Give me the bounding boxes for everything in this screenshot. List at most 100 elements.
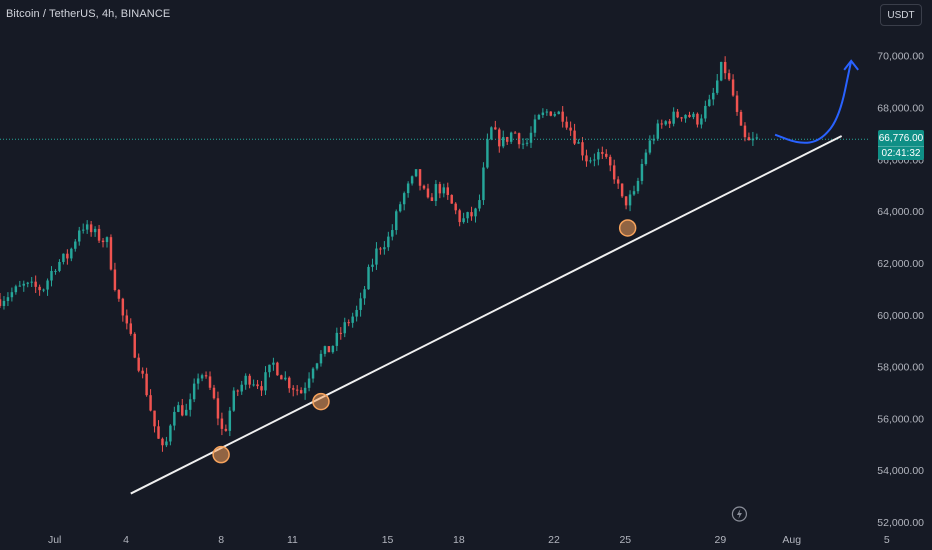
candle-body	[22, 283, 26, 286]
candle-body	[454, 203, 457, 211]
candle-body	[379, 248, 382, 250]
candle-body	[212, 387, 216, 399]
candle-body	[462, 218, 465, 223]
candle-body	[549, 111, 553, 116]
candle-body	[260, 386, 263, 391]
candle-body	[113, 269, 117, 291]
candle-body	[664, 121, 667, 125]
candle-body	[731, 79, 735, 96]
candle-body	[157, 426, 160, 439]
candle-body	[196, 378, 200, 384]
time-tick-label: 25	[619, 534, 631, 546]
lightning-icon	[731, 506, 748, 522]
candle-body	[541, 112, 545, 115]
candle-body	[236, 390, 239, 392]
time-tick-label: 8	[218, 534, 224, 546]
candle-body	[343, 322, 346, 334]
candle-body	[426, 188, 430, 198]
candle-body	[192, 383, 196, 400]
price-tick-label: 62,000.00	[877, 258, 924, 270]
candle-body	[363, 289, 366, 299]
candle-body	[684, 114, 687, 119]
candle-body	[414, 169, 418, 177]
candle-body	[668, 121, 671, 124]
time-axis[interactable]: Jul 4 8 11 15 18 22 25 29 Aug 5	[48, 534, 890, 546]
candle-body	[272, 362, 275, 365]
candle-body	[708, 99, 711, 106]
candle-body	[387, 236, 390, 248]
candle-body	[292, 388, 295, 390]
candle-body	[367, 266, 370, 290]
candle-body	[446, 187, 450, 195]
candle-body	[545, 111, 549, 113]
candle-body	[169, 425, 172, 442]
candle-body	[636, 180, 640, 192]
candle-body	[299, 390, 303, 394]
candle-body	[141, 370, 144, 374]
time-tick-label: 22	[548, 534, 560, 546]
candle-body	[612, 165, 616, 180]
candle-body	[0, 299, 2, 306]
candle-body	[723, 61, 727, 74]
candle-body	[418, 169, 422, 186]
candle-body	[565, 121, 568, 128]
candle-body	[601, 152, 604, 154]
price-tick-label: 54,000.00	[877, 465, 924, 477]
candle-body	[105, 237, 109, 243]
candle-body	[402, 193, 406, 205]
candle-body	[517, 133, 521, 145]
candle-body	[204, 375, 208, 377]
candle-body	[688, 114, 691, 118]
price-axis[interactable]: 70,000.0068,000.0066,000.0064,000.0062,0…	[877, 51, 924, 529]
candle-body	[228, 410, 232, 431]
candle-body	[70, 248, 73, 259]
candle-body	[240, 384, 243, 392]
price-tick-label: 56,000.00	[877, 413, 924, 425]
trendline-touch-marker	[618, 219, 637, 237]
price-tick-label: 70,000.00	[877, 51, 924, 63]
candle-body	[42, 289, 45, 291]
candle-body	[78, 230, 81, 242]
candle-body	[561, 111, 564, 122]
candle-body	[375, 248, 378, 265]
candle-body	[81, 229, 85, 231]
candle-body	[109, 237, 113, 270]
candle-body	[605, 153, 608, 157]
candle-body	[624, 196, 628, 206]
price-tick-label: 52,000.00	[877, 517, 924, 529]
currency-button[interactable]: USDT	[880, 4, 922, 26]
candle-body	[137, 357, 140, 371]
candle-body	[276, 362, 279, 376]
candle-body	[101, 240, 105, 243]
drawings-layer[interactable]	[0, 59, 868, 522]
candle-body	[537, 114, 541, 120]
candle-body	[692, 113, 695, 118]
candle-body	[632, 191, 636, 195]
time-tick-label: 29	[715, 534, 727, 546]
trendline-touch-marker	[312, 392, 330, 411]
candle-body	[284, 377, 287, 380]
candle-body	[743, 125, 747, 138]
candle-body	[676, 111, 679, 118]
bar-countdown: 02:41:32	[878, 146, 924, 160]
candle-body	[355, 309, 358, 317]
time-tick-label: Jul	[48, 534, 61, 546]
candle-body	[62, 253, 65, 262]
candle-body	[498, 129, 501, 147]
candle-body	[188, 399, 192, 410]
candle-body	[30, 281, 33, 283]
candle-body	[165, 441, 168, 446]
candle-body	[185, 409, 188, 416]
candle-body	[577, 142, 580, 144]
candle-body	[220, 418, 224, 429]
candle-body	[46, 280, 49, 290]
candle-body	[680, 117, 683, 119]
candle-body	[66, 253, 69, 259]
candle-body	[351, 316, 354, 323]
candle-body	[494, 127, 497, 130]
last-price-label: 66,776.00 02:41:32	[878, 130, 924, 161]
candle-body	[248, 375, 251, 385]
candle-body	[149, 395, 152, 411]
candle-body	[303, 387, 307, 394]
